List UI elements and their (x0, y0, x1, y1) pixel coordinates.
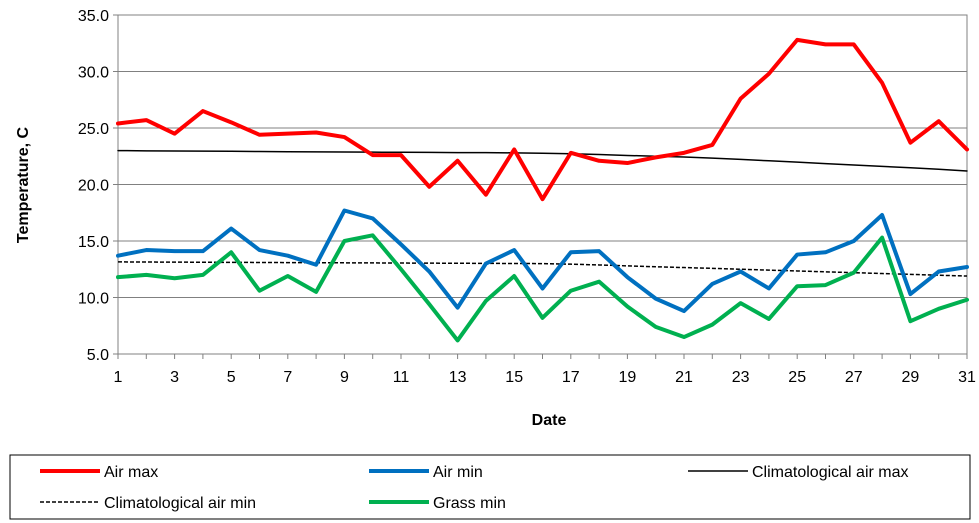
x-tick-label-13: 27 (845, 369, 863, 386)
y-tick-label-4: 25.0 (78, 121, 109, 138)
y-tick-label-5: 30.0 (78, 65, 109, 82)
x-tick-label-10: 21 (675, 369, 693, 386)
x-tick-label-2: 5 (227, 369, 236, 386)
x-tick-label-7: 15 (505, 369, 523, 386)
x-tick-label-6: 13 (449, 369, 467, 386)
legend: Air max Air min Climatological air max C… (9, 454, 971, 520)
legend-label-air-max: Air max (104, 464, 158, 481)
series-line-climatological-air-min (117, 261, 968, 277)
x-tick-label-14: 29 (902, 369, 920, 386)
legend-label-climatological-air-min: Climatological air min (104, 495, 256, 512)
x-tick-label-8: 17 (562, 369, 580, 386)
series-line-air-max (116, 37, 969, 202)
x-axis-ticks: 1 3 5 7 9 11 13 15 17 19 21 23 25 27 29 31 (114, 354, 976, 386)
y-tick-label-1: 10.0 (78, 291, 109, 308)
x-tick-label-9: 19 (619, 369, 637, 386)
legend-label-grass-min: Grass min (433, 495, 506, 512)
x-tick-label-12: 25 (788, 369, 806, 386)
y-tick-label-3: 20.0 (78, 178, 109, 195)
series-line-climatological-air-max (117, 149, 968, 172)
x-tick-label-0: 1 (114, 369, 123, 386)
x-tick-label-11: 23 (732, 369, 750, 386)
x-tick-label-1: 3 (170, 369, 179, 386)
legend-label-climatological-air-max: Climatological air max (752, 464, 909, 481)
x-axis-title: Date (532, 412, 567, 429)
x-tick-label-5: 11 (393, 369, 410, 386)
series-lines (116, 37, 969, 343)
x-tick-label-4: 9 (340, 369, 349, 386)
x-tick-label-3: 7 (283, 369, 292, 386)
series-line-grass-min (116, 233, 969, 343)
x-tick-label-15: 31 (958, 369, 976, 386)
series-line-air-min (116, 208, 969, 314)
legend-box (9, 454, 971, 520)
y-tick-label-0: 5.0 (87, 347, 109, 364)
y-axis-ticks: 5.0 10.0 15.0 20.0 25.0 30.0 35.0 (78, 8, 118, 364)
y-axis-title: Temperature, C (15, 126, 32, 243)
y-tick-label-6: 35.0 (78, 8, 109, 25)
y-tick-label-2: 15.0 (78, 234, 109, 251)
legend-label-air-min: Air min (433, 464, 483, 481)
